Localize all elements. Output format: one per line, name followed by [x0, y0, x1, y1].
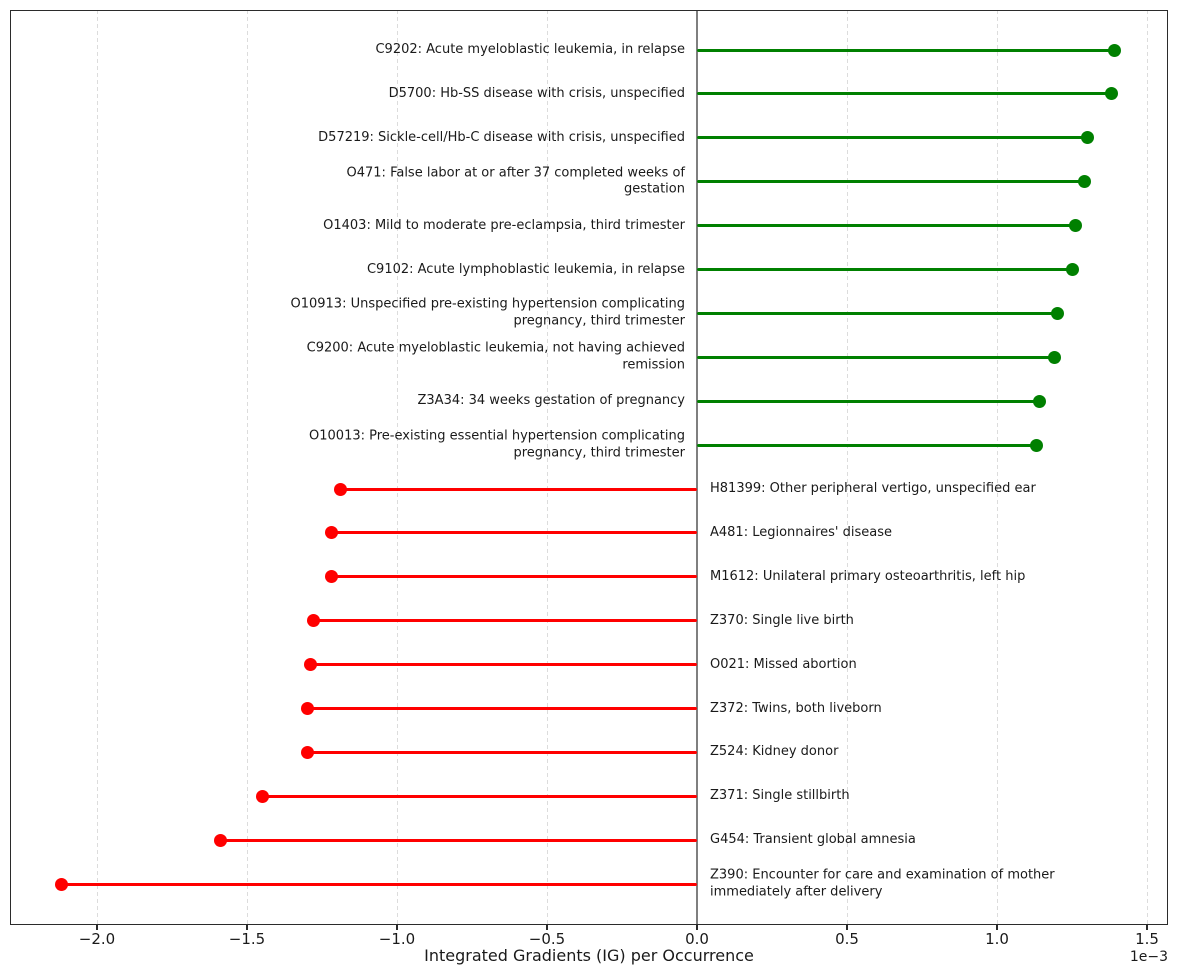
stem-line — [340, 487, 697, 491]
category-label: Z390: Encounter for care and examination… — [710, 867, 1055, 900]
category-label: Z371: Single stillbirth — [710, 788, 850, 804]
gridline — [547, 10, 548, 925]
x-tick — [546, 925, 548, 930]
dot-marker — [1047, 350, 1061, 364]
stem-line — [697, 355, 1054, 359]
zero-line — [696, 10, 698, 925]
x-tick-label: 0.5 — [835, 930, 859, 948]
plot-area: C9202: Acute myeloblastic leukemia, in r… — [10, 10, 1168, 925]
category-label: G454: Transient global amnesia — [710, 831, 916, 847]
category-label: Z3A34: 34 weeks gestation of pregnancy — [417, 392, 686, 408]
x-tick-label: −0.5 — [528, 930, 566, 948]
dot-marker — [1077, 175, 1091, 189]
category-label: D5700: Hb-SS disease with crisis, unspec… — [388, 85, 685, 101]
stem-line — [697, 48, 1114, 52]
x-tick-label: 1.5 — [1135, 930, 1159, 948]
category-label: O1403: Mild to moderate pre-eclampsia, t… — [323, 217, 685, 233]
dot-marker — [333, 482, 347, 496]
dot-marker — [324, 570, 338, 584]
dot-marker — [255, 789, 269, 803]
dot-marker — [1080, 131, 1094, 145]
stem-line — [697, 92, 1111, 96]
dot-marker — [303, 658, 317, 672]
category-label: C9202: Acute myeloblastic leukemia, in r… — [375, 41, 685, 57]
x-tick — [246, 925, 248, 930]
dot-marker — [213, 833, 227, 847]
dot-marker — [1068, 219, 1082, 233]
dot-marker — [1029, 438, 1043, 452]
x-tick-label: −1.5 — [228, 930, 266, 948]
dot-marker — [54, 877, 68, 891]
category-label: Z370: Single live birth — [710, 612, 854, 628]
category-label: O10013: Pre-existing essential hypertens… — [309, 428, 685, 461]
dot-marker — [1107, 43, 1121, 57]
dot-marker — [1032, 394, 1046, 408]
stem-line — [61, 882, 697, 886]
x-tick-label: −1.0 — [378, 930, 416, 948]
plot-frame — [10, 10, 1168, 925]
gridline — [847, 10, 848, 925]
stem-line — [697, 224, 1075, 228]
stem-line — [697, 399, 1039, 403]
category-label: D57219: Sickle-cell/Hb-C disease with cr… — [318, 129, 685, 145]
category-label: A481: Legionnaires' disease — [710, 524, 893, 540]
gridline — [247, 10, 248, 925]
category-label: O021: Missed abortion — [710, 656, 857, 672]
stem-line — [307, 750, 697, 754]
x-axis-label: Integrated Gradients (IG) per Occurrence — [424, 946, 754, 965]
x-tick — [96, 925, 98, 930]
stem-line — [310, 663, 697, 667]
x-tick — [846, 925, 848, 930]
category-label: C9200: Acute myeloblastic leukemia, not … — [306, 340, 685, 373]
category-label: O471: False labor at or after 37 complet… — [346, 165, 685, 197]
gridline — [1147, 10, 1148, 925]
gridline — [97, 10, 98, 925]
x-tick-label: 1.0 — [985, 930, 1009, 948]
stem-line — [262, 794, 697, 798]
category-label: C9102: Acute lymphoblastic leukemia, in … — [366, 261, 685, 277]
x-tick — [996, 925, 998, 930]
dot-marker — [324, 526, 338, 540]
dot-marker — [1104, 87, 1118, 101]
x-tick-label: −2.0 — [78, 930, 116, 948]
x-tick-label: 0.0 — [685, 930, 709, 948]
dot-marker — [300, 702, 314, 715]
category-label: H81399: Other peripheral vertigo, unspec… — [710, 480, 1036, 496]
category-label: O10913: Unspecified pre-existing hyperte… — [290, 296, 685, 329]
dot-marker — [1050, 306, 1064, 320]
axis-scale-offset-label: 1e−3 — [1129, 949, 1168, 965]
stem-line — [697, 180, 1084, 184]
stem-line — [697, 311, 1057, 315]
gridline — [997, 10, 998, 925]
category-label: M1612: Unilateral primary osteoarthritis… — [710, 568, 1026, 584]
stem-line — [697, 136, 1087, 140]
category-label: Z524: Kidney donor — [710, 744, 839, 760]
category-label: Z372: Twins, both liveborn — [710, 700, 882, 716]
dot-marker — [300, 745, 314, 759]
stem-line — [307, 707, 697, 710]
stem-line — [331, 531, 697, 535]
dot-marker — [306, 614, 320, 628]
stem-line — [697, 443, 1036, 447]
x-tick — [696, 925, 698, 930]
dot-marker — [1065, 263, 1079, 276]
stem-line — [313, 619, 697, 623]
x-tick — [1146, 925, 1148, 930]
stem-line — [331, 575, 697, 579]
stem-line — [697, 268, 1072, 271]
stem-line — [220, 838, 697, 842]
gridline — [397, 10, 398, 925]
x-tick — [396, 925, 398, 930]
